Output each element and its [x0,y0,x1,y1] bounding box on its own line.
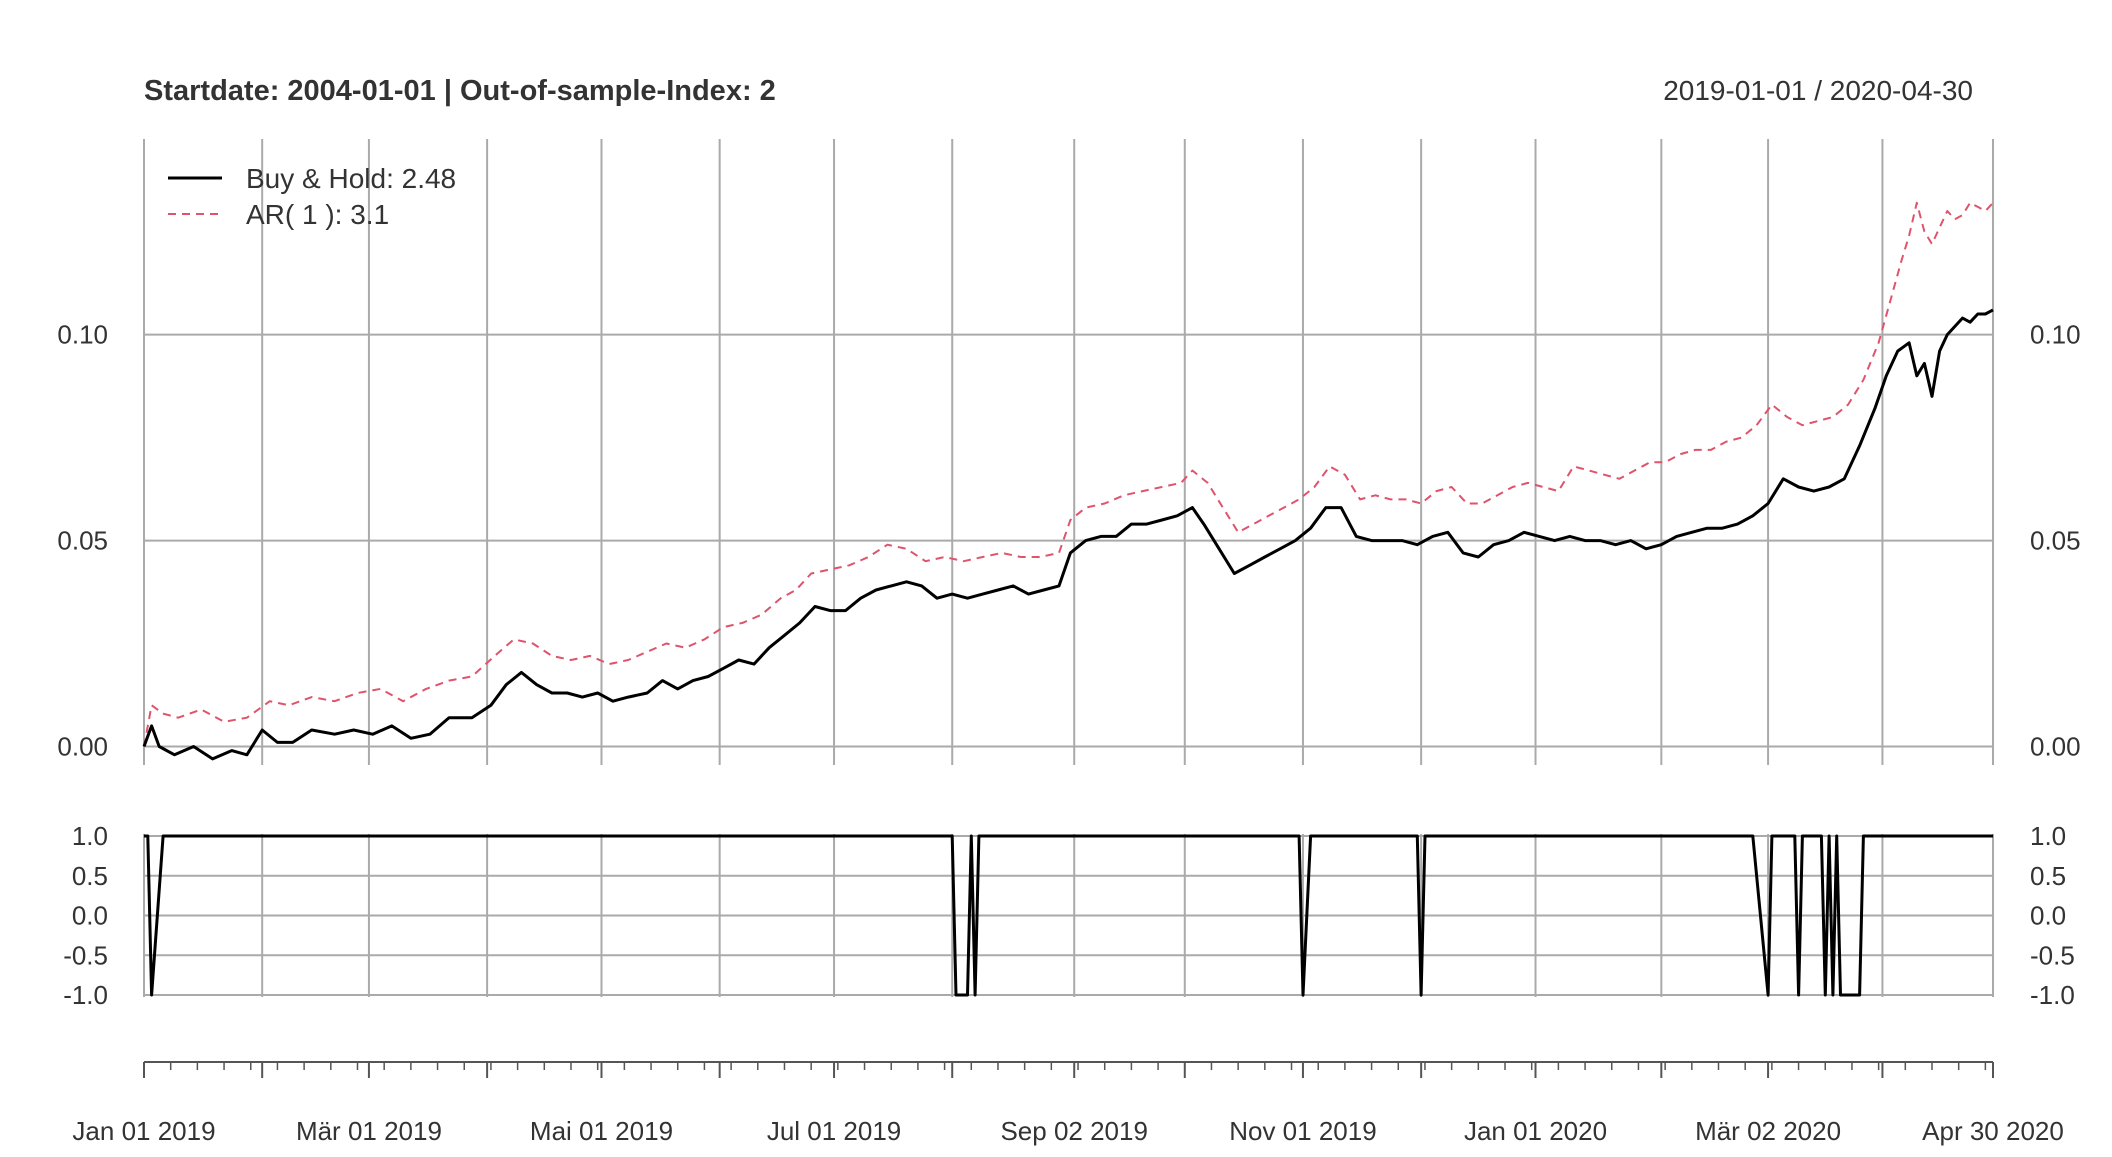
bottom-ytick-left: -0.5 [63,940,108,970]
x-tick-label: Mai 01 2019 [530,1116,673,1146]
top-ytick-left: 0.10 [57,320,108,350]
legend-label-0: Buy & Hold: 2.48 [246,163,456,194]
x-tick-label: Mär 01 2019 [296,1116,442,1146]
x-tick-label: Jan 01 2019 [72,1116,215,1146]
bottom-ytick-left: 0.0 [72,901,108,931]
bottom-ytick-right: 1.0 [2030,821,2066,851]
x-tick-label: Jan 01 2020 [1464,1116,1607,1146]
bottom-ytick-left: 1.0 [72,821,108,851]
bottom-ytick-right: -1.0 [2030,980,2075,1010]
top-panel: 0.00 0.00 0.05 0.05 0.10 0.10 Buy & Hold: 2.48… [57,139,2081,765]
x-tick-label: Sep 02 2019 [1000,1116,1147,1146]
top-ytick-left: 0.05 [57,526,108,556]
x-tick-label: Nov 01 2019 [1229,1116,1376,1146]
legend-label-1: AR( 1 ): 3.1 [246,199,389,230]
bottom-panel: -1.0 -1.0 -0.5 -0.5 0.0 0.0 0.5 0.5 1.0 1.0 [63,821,2075,1010]
x-axis: Jan 01 2019 Mär 01 2019 Mai 01 2019 Jul 01 … [72,1061,2064,1146]
bottom-ytick-left: 0.5 [72,861,108,891]
top-ytick-right: 0.05 [2030,526,2081,556]
bottom-series-line-0 [144,834,1993,997]
chart-title: Startdate: 2004-01-01 | Out-of-sample-In… [144,75,776,107]
top-series-line-0 [143,201,1994,747]
top-ytick-right: 0.00 [2030,732,2081,762]
x-tick-label: Apr 30 2020 [1922,1116,2064,1146]
bottom-ytick-right: 0.5 [2030,861,2066,891]
top-ytick-left: 0.00 [57,732,108,762]
x-tick-label: Mär 02 2020 [1695,1116,1841,1146]
bottom-ytick-right: 0.0 [2030,901,2066,931]
top-ytick-right: 0.10 [2030,320,2081,350]
date-range-label: 2019-01-01 / 2020-04-30 [1663,75,1973,106]
bottom-ytick-left: -1.0 [63,980,108,1010]
bottom-ytick-right: -0.5 [2030,940,2075,970]
x-tick-label: Jul 01 2019 [767,1116,901,1146]
top-series-line-1 [142,308,1994,761]
